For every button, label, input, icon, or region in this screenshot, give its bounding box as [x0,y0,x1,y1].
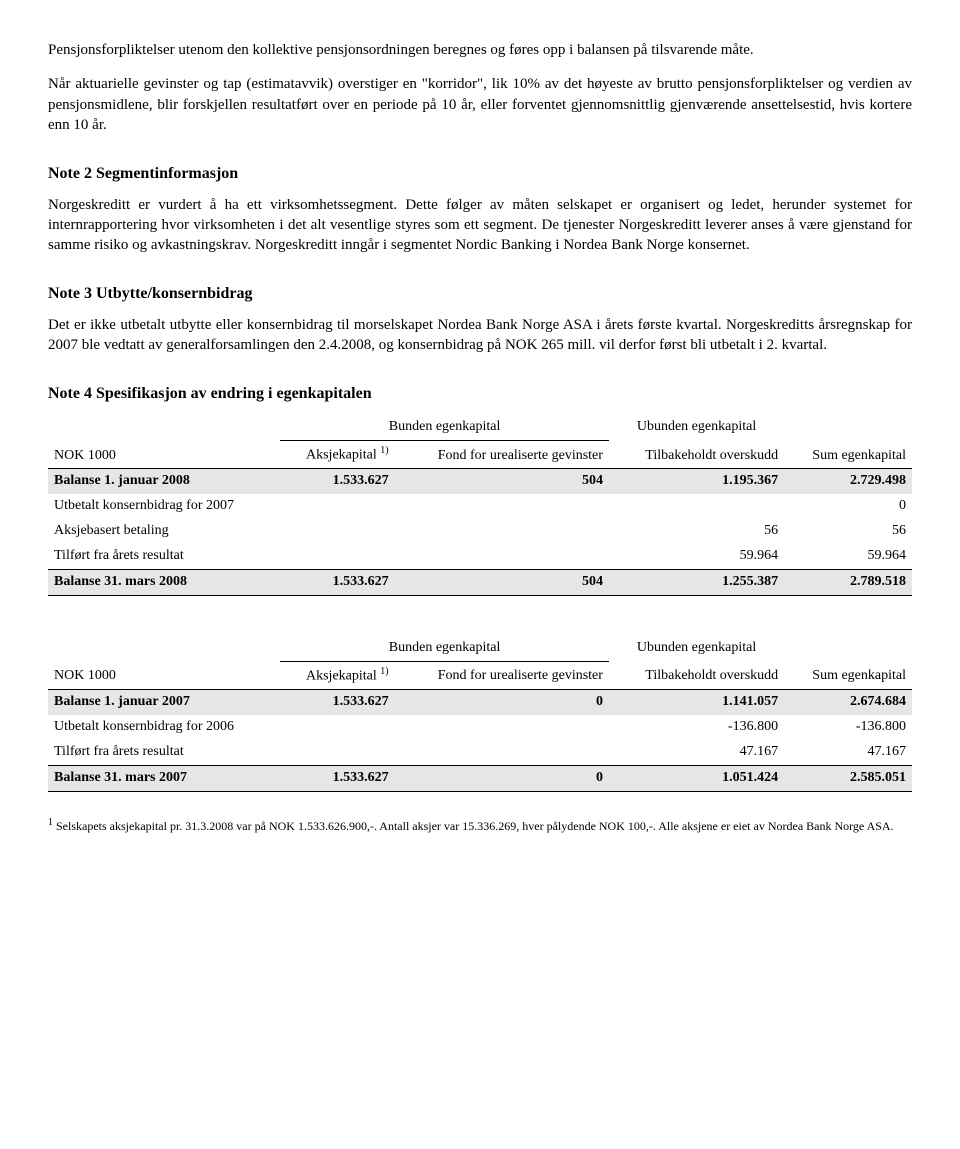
note4-title: Note 4 Spesifikasjon av endring i egenka… [48,383,912,405]
row-label: Balanse 31. mars 2008 [48,570,280,596]
col-nok: NOK 1000 [48,440,280,469]
row-label: Balanse 31. mars 2007 [48,766,280,792]
col-fond: Fond for urealiserte gevinster [395,440,609,469]
row-value: 0 [395,690,609,715]
row-label: Tilført fra årets resultat [48,544,280,569]
row-value [280,544,394,569]
table-row: Balanse 31. mars 20081.533.6275041.255.3… [48,570,912,596]
col-bunden: Bunden egenkapital [280,415,609,440]
table-row: Tilført fra årets resultat 59.96459.964 [48,544,912,569]
row-value [395,544,609,569]
row-label: Utbetalt konsernbidrag for 2007 [48,494,280,519]
footnote: 1 Selskapets aksjekapital pr. 31.3.2008 … [48,816,912,834]
row-value: 0 [395,766,609,792]
table-row: Utbetalt konsernbidrag for 2007 0 [48,494,912,519]
row-value: 1.533.627 [280,766,394,792]
table-row: Balanse 1. januar 20081.533.6275041.195.… [48,469,912,494]
table-row: Balanse 1. januar 20071.533.62701.141.05… [48,690,912,715]
row-value [280,519,394,544]
row-label: Tilført fra årets resultat [48,740,280,765]
row-label: Utbetalt konsernbidrag for 2006 [48,715,280,740]
row-value: 56 [609,519,784,544]
equity-table-2007: Bunden egenkapital Ubunden egenkapital N… [48,636,912,792]
col-ubunden-top2: Ubunden egenkapital [609,636,784,661]
row-value: 1.255.387 [609,570,784,596]
col-ubunden-top: Ubunden egenkapital [609,415,784,440]
intro-p1: Pensjonsforpliktelser utenom den kollekt… [48,40,912,60]
row-value [280,715,394,740]
table-row: Balanse 31. mars 20071.533.62701.051.424… [48,766,912,792]
col-nok2: NOK 1000 [48,661,280,690]
row-value [280,494,394,519]
row-value: -136.800 [784,715,912,740]
col-sum: Sum egenkapital [784,440,912,469]
row-value: 1.533.627 [280,469,394,494]
col-aksje: Aksjekapital 1) [280,440,394,469]
row-value [395,715,609,740]
col-bunden2: Bunden egenkapital [280,636,609,661]
row-value [280,740,394,765]
row-value: 2.729.498 [784,469,912,494]
table-row: Tilført fra årets resultat 47.16747.167 [48,740,912,765]
row-value: 47.167 [609,740,784,765]
row-value: 2.674.684 [784,690,912,715]
row-value: 1.533.627 [280,690,394,715]
note3-body: Det er ikke utbetalt utbytte eller konse… [48,315,912,356]
note2-title: Note 2 Segmentinformasjon [48,163,912,185]
row-value: 2.789.518 [784,570,912,596]
note3-title: Note 3 Utbytte/konsernbidrag [48,283,912,305]
row-label: Balanse 1. januar 2007 [48,690,280,715]
row-value: 0 [784,494,912,519]
row-value: 1.533.627 [280,570,394,596]
row-value: 2.585.051 [784,766,912,792]
table-row: Aksjebasert betaling 5656 [48,519,912,544]
equity-table-2008: Bunden egenkapital Ubunden egenkapital N… [48,415,912,596]
col-tilbake2: Tilbakeholdt overskudd [609,661,784,690]
row-value: -136.800 [609,715,784,740]
row-label: Aksjebasert betaling [48,519,280,544]
row-value: 47.167 [784,740,912,765]
row-value: 1.141.057 [609,690,784,715]
row-value [395,740,609,765]
col-aksje2: Aksjekapital 1) [280,661,394,690]
row-value: 59.964 [784,544,912,569]
col-sum2: Sum egenkapital [784,661,912,690]
row-value: 504 [395,570,609,596]
row-value: 1.195.367 [609,469,784,494]
note2-body: Norgeskreditt er vurdert å ha ett virkso… [48,195,912,256]
row-value: 504 [395,469,609,494]
row-value: 59.964 [609,544,784,569]
row-value [609,494,784,519]
col-fond2: Fond for urealiserte gevinster [395,661,609,690]
row-label: Balanse 1. januar 2008 [48,469,280,494]
table-row: Utbetalt konsernbidrag for 2006 -136.800-… [48,715,912,740]
row-value: 1.051.424 [609,766,784,792]
row-value [395,519,609,544]
row-value [395,494,609,519]
intro-p2: Når aktuarielle gevinster og tap (estima… [48,74,912,135]
col-tilbake: Tilbakeholdt overskudd [609,440,784,469]
row-value: 56 [784,519,912,544]
